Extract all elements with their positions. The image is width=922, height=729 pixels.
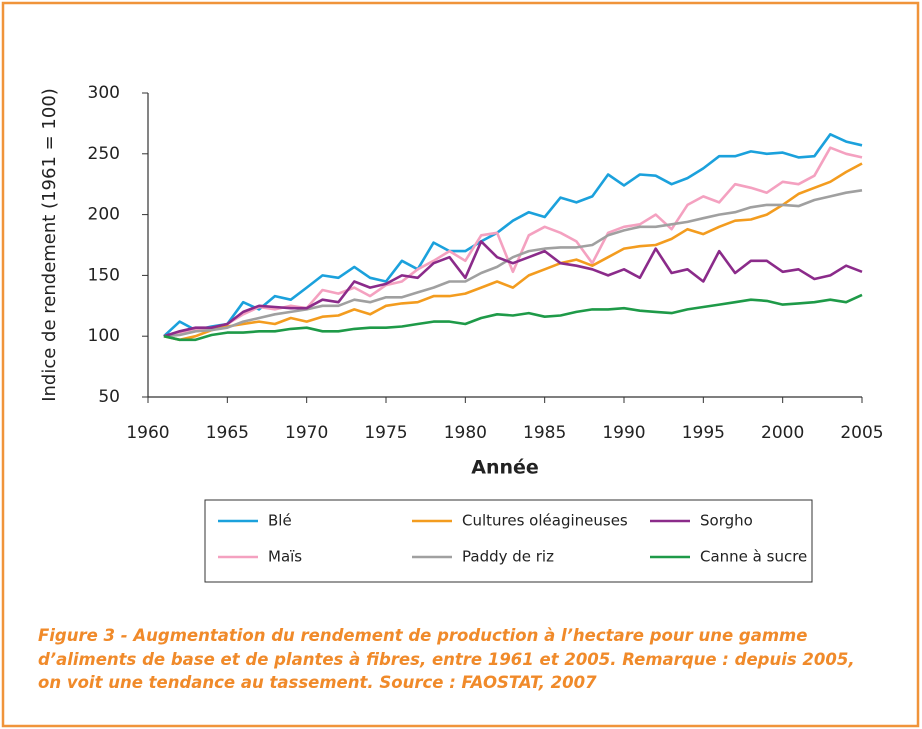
y-tick-label: 200 <box>88 205 120 225</box>
y-axis-label: Indice de rendement (1961 = 100) <box>39 88 60 402</box>
x-tick-label: 2000 <box>761 423 804 443</box>
caption: Figure 3 - Augmentation du rendement de … <box>38 626 855 692</box>
y-tick-label: 250 <box>88 144 120 164</box>
series-line <box>163 189 863 338</box>
x-tick-label: 1985 <box>523 423 566 443</box>
x-tick-label: 1990 <box>602 423 645 443</box>
x-tick-label: 1980 <box>444 423 487 443</box>
y-tick-label: 150 <box>88 265 120 285</box>
legend-label: Paddy de riz <box>462 548 554 566</box>
legend-label: Maïs <box>268 548 302 566</box>
legend-box <box>204 499 813 583</box>
series-line <box>163 146 863 338</box>
y-tick-label: 50 <box>98 387 120 407</box>
series-line <box>163 162 863 342</box>
legend-label: Cultures oléagineuses <box>462 512 628 530</box>
y-tick-label: 100 <box>88 326 120 346</box>
legend-label: Sorgho <box>700 512 753 530</box>
series-line <box>163 240 863 338</box>
x-tick-label: 1995 <box>682 423 725 443</box>
x-tick-label: 1965 <box>206 423 249 443</box>
series-line <box>163 293 863 342</box>
x-tick-label: 1960 <box>126 423 169 443</box>
x-tick-label: 2005 <box>840 423 883 443</box>
series-line <box>163 133 863 338</box>
legend-label: Canne à sucre <box>700 548 807 566</box>
x-tick-label: 1975 <box>364 423 407 443</box>
legend-label: Blé <box>268 512 292 530</box>
x-tick-label: 1970 <box>285 423 328 443</box>
x-axis-label: Année <box>471 457 539 479</box>
y-tick-label: 300 <box>88 83 120 103</box>
